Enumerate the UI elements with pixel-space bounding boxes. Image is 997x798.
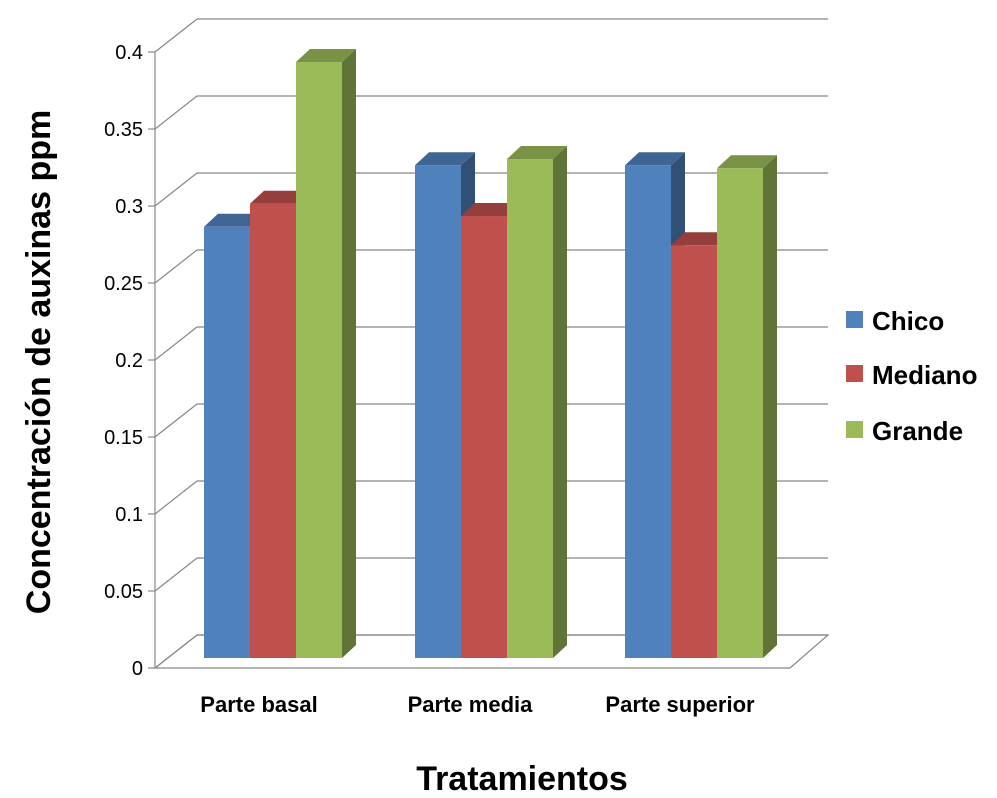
- y-tick-label: 0: [132, 658, 143, 680]
- bar-front: [204, 226, 250, 659]
- legend-label: Chico: [872, 306, 944, 336]
- bar-top: [461, 203, 521, 217]
- y-tick-label: 0.05: [104, 581, 143, 603]
- bars: [204, 49, 777, 659]
- bar-top: [296, 49, 356, 63]
- bar-top: [507, 146, 567, 160]
- bar-front: [717, 168, 763, 658]
- legend-swatch: [846, 421, 863, 438]
- legend-swatch: [846, 365, 863, 382]
- bar-side: [342, 49, 356, 658]
- y-axis-ticks: 0 0.05 0.1 0.15 0.2 0.25 0.3 0.35 0.4: [104, 42, 155, 680]
- y-tick-label: 0.35: [104, 119, 143, 141]
- bar-top: [671, 232, 731, 246]
- legend-swatch: [846, 311, 863, 328]
- gridline-side: [154, 480, 198, 515]
- y-axis-title: Concentración de auxinas ppm: [20, 110, 58, 614]
- y-tick-label: 0.25: [104, 273, 143, 295]
- legend-label: Mediano: [872, 360, 977, 390]
- bar-side: [763, 155, 777, 658]
- bar-front: [507, 159, 553, 659]
- y-tick-label: 0.3: [115, 196, 143, 218]
- gridline-side: [154, 326, 198, 361]
- gridline-side: [154, 403, 198, 438]
- bar-top: [204, 213, 264, 227]
- y-tick-label: 0.2: [115, 350, 143, 372]
- gridline-side: [154, 634, 198, 669]
- gridline-side: [154, 557, 198, 592]
- legend-item-grande: Grande: [846, 416, 963, 446]
- x-tick-label-2: Parte superior: [605, 692, 755, 717]
- bar-top: [415, 152, 475, 166]
- bar-top: [250, 190, 310, 204]
- legend-item-mediano: Mediano: [846, 360, 977, 390]
- bar-front: [461, 216, 507, 658]
- x-tick-label-1: Parte media: [408, 692, 533, 717]
- y-tick-label: 0.15: [104, 427, 143, 449]
- bar-top: [717, 155, 777, 169]
- bar-front: [415, 165, 461, 658]
- bar-grande-0: [296, 49, 356, 658]
- bar-top: [625, 152, 685, 166]
- bar-front: [296, 62, 342, 658]
- x-tick-label-0: Parte basal: [200, 692, 317, 717]
- gridline-side: [154, 172, 198, 207]
- bar-grande-2: [717, 155, 777, 658]
- y-tick-label: 0.4: [115, 42, 143, 64]
- bar-side: [553, 146, 567, 659]
- gridline-side: [154, 249, 198, 284]
- legend: Chico Mediano Grande: [846, 306, 977, 446]
- bar-front: [250, 203, 296, 658]
- bar-front: [625, 165, 671, 658]
- y-tick-label: 0.1: [115, 504, 143, 526]
- bar-grande-1: [507, 146, 567, 659]
- bar-front: [671, 245, 717, 658]
- legend-label: Grande: [872, 416, 963, 446]
- gridline-side: [154, 95, 198, 130]
- x-axis-tick-labels: Parte basal Parte media Parte superior: [200, 692, 755, 717]
- x-axis-title: Tratamientos: [416, 760, 628, 798]
- legend-item-chico: Chico: [846, 306, 944, 336]
- gridline-side: [154, 18, 198, 53]
